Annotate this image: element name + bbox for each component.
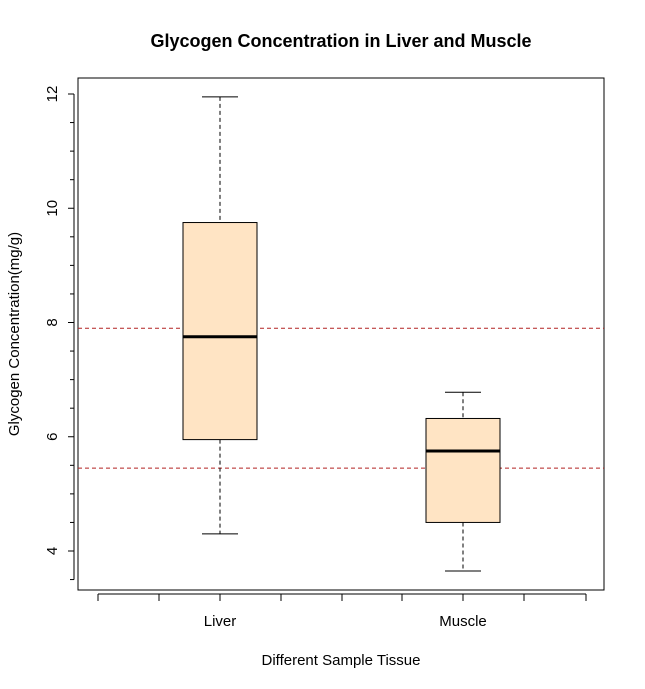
y-axis: 4 6 8 10 12 [44, 86, 75, 581]
x-axis: Liver Muscle [97, 593, 587, 630]
box-muscle [425, 391, 501, 572]
y-tick-label: 10 [44, 200, 61, 217]
y-tick-label: 6 [44, 433, 61, 441]
box-iqr [182, 222, 258, 441]
box-iqr [425, 417, 501, 523]
x-tick-label-liver: Liver [204, 613, 237, 630]
box-series [182, 96, 501, 572]
plot-area-frame [77, 77, 605, 591]
chart-title: Glycogen Concentration in Liver and Musc… [150, 31, 531, 51]
y-tick-label: 8 [44, 318, 61, 326]
x-axis-label: Different Sample Tissue [262, 652, 421, 669]
y-tick-label: 12 [44, 86, 61, 103]
y-axis-label: Glycogen Concentration(mg/g) [6, 232, 23, 436]
x-tick-label-muscle: Muscle [439, 613, 487, 630]
y-tick-label: 4 [44, 547, 61, 555]
reference-lines [78, 327, 604, 469]
box-liver [182, 96, 258, 535]
